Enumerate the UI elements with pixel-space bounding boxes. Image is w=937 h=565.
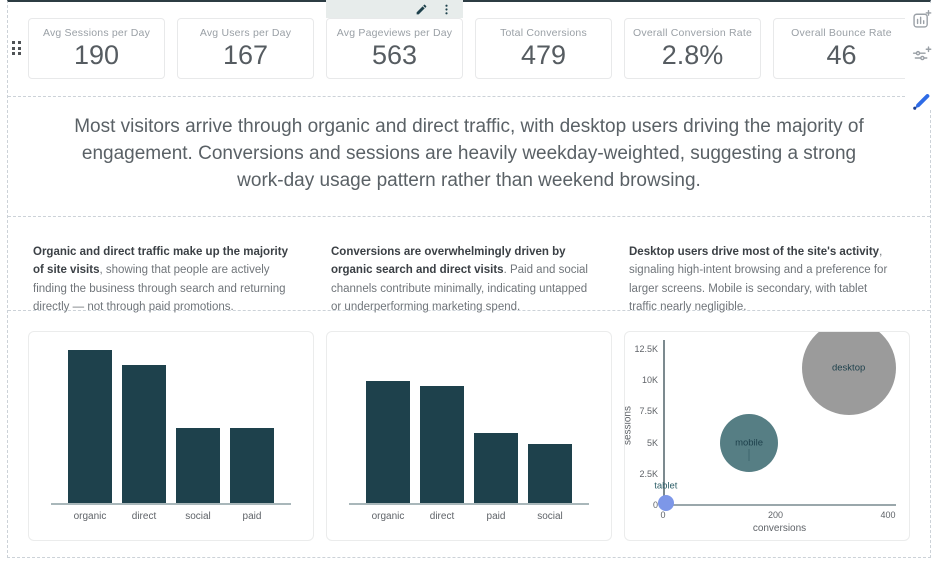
- bar-social[interactable]: [528, 444, 572, 503]
- mobile-label-leader-line: [748, 448, 750, 461]
- charts-row: organic direct social paid organic direct pai…: [28, 331, 910, 541]
- kpi-value: 479: [520, 39, 567, 70]
- bubble-label-desktop: desktop: [831, 362, 866, 374]
- bar-category-label: organic: [371, 511, 405, 522]
- bar-plot: [51, 350, 291, 505]
- edit-style-icon[interactable]: [910, 91, 932, 113]
- kpi-card-avg-users[interactable]: Avg Users per Day 167: [177, 18, 314, 79]
- x-axis-line: [663, 504, 896, 506]
- kpi-card-total-conversions[interactable]: Total Conversions 479: [475, 18, 612, 79]
- bar-category-label: direct: [131, 511, 157, 522]
- bubble-desktop[interactable]: [801, 332, 896, 415]
- y-tick-label: 10K: [641, 375, 658, 386]
- bubble-chart-device-sessions-conversions[interactable]: sessions conversions 0 2.5K 5K 7.5K 10K 12.5K…: [624, 331, 910, 541]
- bar-chart-sessions-by-channel[interactable]: organic direct social paid: [28, 331, 314, 541]
- insight-body: , signaling high-intent browsing and a p…: [629, 246, 888, 314]
- bar-plot: [349, 350, 589, 505]
- y-axis-line: [663, 340, 665, 505]
- x-axis-title: conversions: [752, 523, 807, 534]
- bar-category-label: paid: [242, 511, 262, 522]
- y-tick-label: 0: [652, 500, 658, 510]
- y-tick-label: 12.5K: [634, 344, 658, 354]
- kebab-menu-icon[interactable]: [440, 3, 453, 16]
- bar-category-labels: organic direct social paid: [51, 511, 291, 522]
- kpi-label: Avg Pageviews per Day: [336, 26, 453, 39]
- bubble-tablet[interactable]: [657, 495, 674, 512]
- kpi-value: 190: [73, 39, 120, 70]
- editor-icon-rail: [905, 4, 937, 110]
- kpi-card-conversion-rate[interactable]: Overall Conversion Rate 2.8%: [624, 18, 761, 79]
- kpi-card-avg-pageviews[interactable]: Avg Pageviews per Day 563: [326, 18, 463, 79]
- bar-category-label: social: [537, 511, 563, 522]
- bar-paid[interactable]: [474, 433, 518, 503]
- bubble-label-mobile: mobile: [735, 437, 764, 449]
- charts-section: organic direct social paid organic direct pai…: [8, 311, 930, 558]
- bar-category-labels: organic direct paid social: [349, 511, 589, 522]
- bubble-mobile[interactable]: [720, 413, 779, 472]
- kpi-label: Avg Users per Day: [199, 26, 292, 39]
- dashboard-canvas: Avg Sessions per Day 190 Avg Users per D…: [7, 0, 931, 558]
- kpi-section: Avg Sessions per Day 190 Avg Users per D…: [8, 0, 930, 97]
- kpi-value: 563: [371, 39, 418, 70]
- bar-organic[interactable]: [366, 380, 410, 503]
- x-tick-label: 0: [660, 510, 666, 520]
- insight-devices: Desktop users drive most of the site's a…: [629, 243, 896, 317]
- kpi-label: Overall Conversion Rate: [633, 26, 752, 39]
- y-tick-label: 2.5K: [639, 468, 658, 479]
- bar-direct[interactable]: [420, 385, 464, 503]
- add-control-icon[interactable]: [911, 44, 932, 65]
- summary-headline: Most visitors arrive through organic and…: [74, 116, 864, 191]
- bar-organic[interactable]: [68, 350, 112, 503]
- bar-paid[interactable]: [230, 428, 274, 503]
- widget-toolbar: [326, 0, 463, 18]
- kpi-label: Total Conversions: [500, 26, 587, 39]
- headline-section: Most visitors arrive through organic and…: [8, 97, 930, 217]
- x-tick-label: 400: [880, 510, 896, 520]
- pencil-icon[interactable]: [415, 3, 428, 16]
- bar-category-label: social: [185, 511, 211, 522]
- kpi-value: 2.8%: [661, 39, 724, 70]
- bar-category-label: paid: [486, 511, 506, 522]
- bar-category-label: direct: [429, 511, 455, 522]
- kpi-value: 167: [222, 39, 269, 70]
- insight-body: , showing that people are actively findi…: [33, 264, 286, 314]
- x-tick-label: 200: [767, 510, 784, 520]
- add-chart-icon[interactable]: [911, 9, 932, 30]
- kpi-row: Avg Sessions per Day 190 Avg Users per D…: [28, 18, 910, 79]
- bubble-label-tablet: tablet: [654, 480, 678, 492]
- insight-traffic-sources: Organic and direct traffic make up the m…: [33, 243, 300, 317]
- drag-handle-icon[interactable]: [12, 41, 24, 57]
- insight-lead: Conversions are overwhelmingly driven by…: [331, 246, 566, 277]
- insight-lead: Desktop users drive most of the site's a…: [629, 246, 880, 258]
- bar-category-label: organic: [73, 511, 107, 522]
- insights-section: Organic and direct traffic make up the m…: [8, 217, 930, 313]
- insight-lead: Organic and direct traffic make up the m…: [33, 246, 288, 277]
- kpi-value: 46: [826, 39, 857, 70]
- kpi-label: Avg Sessions per Day: [42, 26, 151, 39]
- y-tick-label: 7.5K: [639, 406, 658, 417]
- kpi-card-bounce-rate[interactable]: Overall Bounce Rate 46: [773, 18, 910, 79]
- insight-conversions: Conversions are overwhelmingly driven by…: [331, 243, 598, 317]
- insights-row: Organic and direct traffic make up the m…: [33, 243, 896, 317]
- kpi-card-avg-sessions[interactable]: Avg Sessions per Day 190: [28, 18, 165, 79]
- bubble-plot: sessions conversions 0 2.5K 5K 7.5K 10K 12.5K…: [625, 332, 909, 540]
- kpi-label: Overall Bounce Rate: [791, 26, 892, 39]
- insight-body: . Paid and social channels contribute mi…: [331, 264, 588, 314]
- bar-chart-conversions-by-channel[interactable]: organic direct paid social: [326, 331, 612, 541]
- bar-social[interactable]: [176, 428, 220, 503]
- y-tick-label: 5K: [646, 437, 658, 448]
- bar-direct[interactable]: [122, 365, 166, 503]
